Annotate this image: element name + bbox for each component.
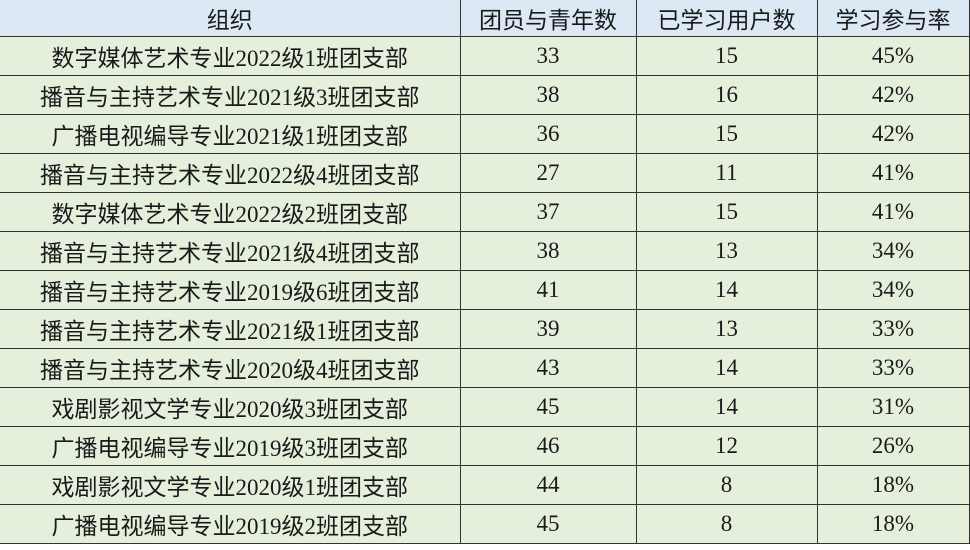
learned-users-cell: 14 (635, 348, 818, 388)
participation-rate-cell: 33% (816, 348, 970, 388)
members-cell: 45 (459, 387, 637, 427)
members-cell: 39 (459, 309, 637, 349)
members-cell: 38 (459, 231, 637, 271)
participation-rate-cell: 41% (816, 192, 970, 232)
learned-users-cell: 15 (635, 192, 818, 232)
participation-rate-cell: 34% (816, 231, 970, 271)
members-cell: 41 (459, 270, 637, 310)
organization-cell: 播音与主持艺术专业2020级4班团支部 (0, 348, 461, 388)
members-cell: 33 (459, 36, 637, 76)
organization-cell: 广播电视编导专业2019级3班团支部 (0, 426, 461, 466)
organization-cell: 广播电视编导专业2021级1班团支部 (0, 114, 461, 154)
table-row: 数字媒体艺术专业2022级1班团支部 33 15 45% (0, 36, 970, 76)
table-row: 播音与主持艺术专业2019级6班团支部 41 14 34% (0, 270, 970, 310)
table-row: 播音与主持艺术专业2020级4班团支部 43 14 33% (0, 348, 970, 388)
table-row: 广播电视编导专业2019级3班团支部 46 12 26% (0, 426, 970, 466)
table-row: 广播电视编导专业2019级2班团支部 45 8 18% (0, 504, 970, 544)
participation-rate-cell: 45% (816, 36, 970, 76)
learned-users-cell: 13 (635, 309, 818, 349)
organization-cell: 数字媒体艺术专业2022级1班团支部 (0, 36, 461, 76)
organization-cell: 播音与主持艺术专业2021级4班团支部 (0, 231, 461, 271)
participation-rate-cell: 26% (816, 426, 970, 466)
learned-users-cell: 14 (635, 270, 818, 310)
organization-cell: 戏剧影视文学专业2020级1班团支部 (0, 465, 461, 505)
members-cell: 46 (459, 426, 637, 466)
header-members: 团员与青年数 (459, 0, 637, 37)
learned-users-cell: 12 (635, 426, 818, 466)
table-row: 数字媒体艺术专业2022级2班团支部 37 15 41% (0, 192, 970, 232)
organization-cell: 播音与主持艺术专业2021级3班团支部 (0, 75, 461, 115)
organization-cell: 戏剧影视文学专业2020级3班团支部 (0, 387, 461, 427)
table-row: 戏剧影视文学专业2020级1班团支部 44 8 18% (0, 465, 970, 505)
participation-rate-cell: 42% (816, 114, 970, 154)
members-cell: 27 (459, 153, 637, 193)
header-organization: 组织 (0, 0, 461, 37)
members-cell: 43 (459, 348, 637, 388)
participation-rate-cell: 34% (816, 270, 970, 310)
learned-users-cell: 14 (635, 387, 818, 427)
participation-rate-cell: 33% (816, 309, 970, 349)
members-cell: 44 (459, 465, 637, 505)
participation-rate-cell: 42% (816, 75, 970, 115)
table-row: 播音与主持艺术专业2021级3班团支部 38 16 42% (0, 75, 970, 115)
participation-rate-cell: 41% (816, 153, 970, 193)
participation-rate-cell: 18% (816, 465, 970, 505)
learned-users-cell: 11 (635, 153, 818, 193)
table-row: 戏剧影视文学专业2020级3班团支部 45 14 31% (0, 387, 970, 427)
organization-cell: 数字媒体艺术专业2022级2班团支部 (0, 192, 461, 232)
members-cell: 45 (459, 504, 637, 544)
learned-users-cell: 8 (635, 504, 818, 544)
learned-users-cell: 13 (635, 231, 818, 271)
header-row: 组织 团员与青年数 已学习用户数 学习参与率 (0, 0, 970, 37)
header-participation-rate: 学习参与率 (816, 0, 970, 37)
table-row: 广播电视编导专业2021级1班团支部 36 15 42% (0, 114, 970, 154)
table-row: 播音与主持艺术专业2021级1班团支部 39 13 33% (0, 309, 970, 349)
organization-cell: 播音与主持艺术专业2019级6班团支部 (0, 270, 461, 310)
learned-users-cell: 15 (635, 114, 818, 154)
organization-cell: 播音与主持艺术专业2021级1班团支部 (0, 309, 461, 349)
table-row: 播音与主持艺术专业2021级4班团支部 38 13 34% (0, 231, 970, 271)
header-learned-users: 已学习用户数 (635, 0, 818, 37)
participation-rate-cell: 18% (816, 504, 970, 544)
members-cell: 37 (459, 192, 637, 232)
learned-users-cell: 8 (635, 465, 818, 505)
learned-users-cell: 16 (635, 75, 818, 115)
participation-rate-cell: 31% (816, 387, 970, 427)
members-cell: 36 (459, 114, 637, 154)
members-cell: 38 (459, 75, 637, 115)
table-row: 播音与主持艺术专业2022级4班团支部 27 11 41% (0, 153, 970, 193)
organization-cell: 播音与主持艺术专业2022级4班团支部 (0, 153, 461, 193)
organization-cell: 广播电视编导专业2019级2班团支部 (0, 504, 461, 544)
learned-users-cell: 15 (635, 36, 818, 76)
